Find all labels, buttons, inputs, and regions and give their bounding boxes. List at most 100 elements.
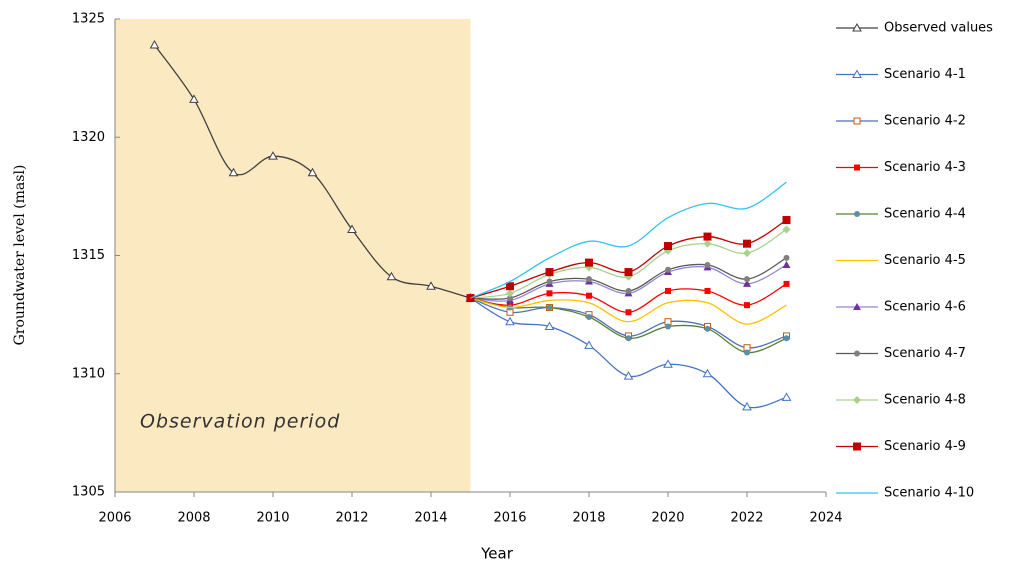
marker [347,224,357,233]
series [470,181,787,299]
legend-label: Scenario 4-8 [884,393,966,408]
marker [665,266,671,273]
legend-label: Observed values [884,21,993,36]
marker [783,280,790,287]
legend-label: Scenario 4-3 [884,160,966,175]
marker [625,287,632,294]
observation-shade [115,19,471,492]
y-tick-label: 1320 [72,130,105,145]
legend-marker [854,350,860,357]
marker [307,167,318,177]
legend-label: Scenario 4-5 [884,253,966,268]
series-line [470,181,787,299]
marker [228,167,239,177]
legend-label: Scenario 4-4 [884,207,966,222]
x-tick-label: 2010 [256,511,289,526]
x-tick-label: 2024 [809,511,842,526]
legend-marker [853,303,861,310]
x-tick-label: 2016 [493,511,526,526]
y-axis-label: Groundwater level (masl) [12,165,28,346]
marker [704,287,711,294]
marker [783,254,790,261]
y-tick-label: 1315 [72,248,105,263]
marker [665,323,671,330]
x-tick-label: 2012 [335,511,368,526]
marker [585,258,593,267]
legend-marker [853,396,861,404]
marker [386,271,397,281]
series-line [470,228,787,299]
x-axis-label: Year [480,545,514,563]
marker [744,302,750,309]
marker [743,249,751,258]
x-tick-label: 2018 [572,511,605,526]
y-tick-label: 1305 [72,485,105,500]
marker [546,290,553,297]
x-tick-label: 2008 [177,511,210,526]
marker [506,282,514,291]
marker [665,287,671,294]
legend-marker [853,442,861,451]
marker [703,239,712,248]
marker [507,295,513,302]
marker [743,239,751,248]
x-tick-label: 2006 [98,511,131,526]
annotation: Observation period [140,411,340,433]
marker [703,232,712,241]
legend-marker [854,164,860,171]
marker [505,316,515,326]
marker [586,292,592,299]
marker [586,313,592,320]
marker [545,268,554,277]
series-line [470,219,787,299]
marker [149,40,160,49]
marker [544,321,555,330]
marker [781,392,792,401]
marker [783,335,790,342]
legend-label: Scenario 4-9 [884,439,966,454]
x-tick-label: 2014 [414,511,447,526]
marker [744,276,750,283]
marker [506,289,514,298]
marker [586,276,592,283]
series-line [470,297,787,325]
marker [664,242,672,251]
series [470,297,787,325]
marker [546,304,553,311]
marker [546,278,553,285]
marker [782,216,791,225]
legend-label: Scenario 4-6 [884,300,966,315]
marker [624,268,633,277]
marker [625,335,632,342]
legend-label: Scenario 4-2 [884,114,966,129]
marker [782,225,791,234]
legend-marker [852,69,862,78]
marker [663,359,673,368]
legend-marker [853,117,861,125]
series [467,280,790,316]
legend-label: Scenario 4-1 [884,67,966,82]
marker [268,151,278,160]
marker [743,279,751,287]
series [466,216,791,303]
x-tick-label: 2022 [730,511,763,526]
marker [702,368,713,378]
marker [625,309,632,316]
series [467,254,790,302]
y-tick-label: 1310 [72,366,105,381]
legend-label: Scenario 4-7 [884,346,966,361]
marker [704,325,711,332]
marker [704,261,711,268]
y-tick-label: 1325 [72,12,105,27]
marker [623,371,634,380]
legend-marker [852,22,862,32]
legend-label: Scenario 4-10 [884,486,974,501]
marker [426,281,436,290]
marker [782,260,791,268]
marker [742,401,752,411]
x-tick-label: 2020 [651,511,684,526]
legend-marker [854,211,860,217]
series [467,295,790,356]
marker [189,94,199,103]
